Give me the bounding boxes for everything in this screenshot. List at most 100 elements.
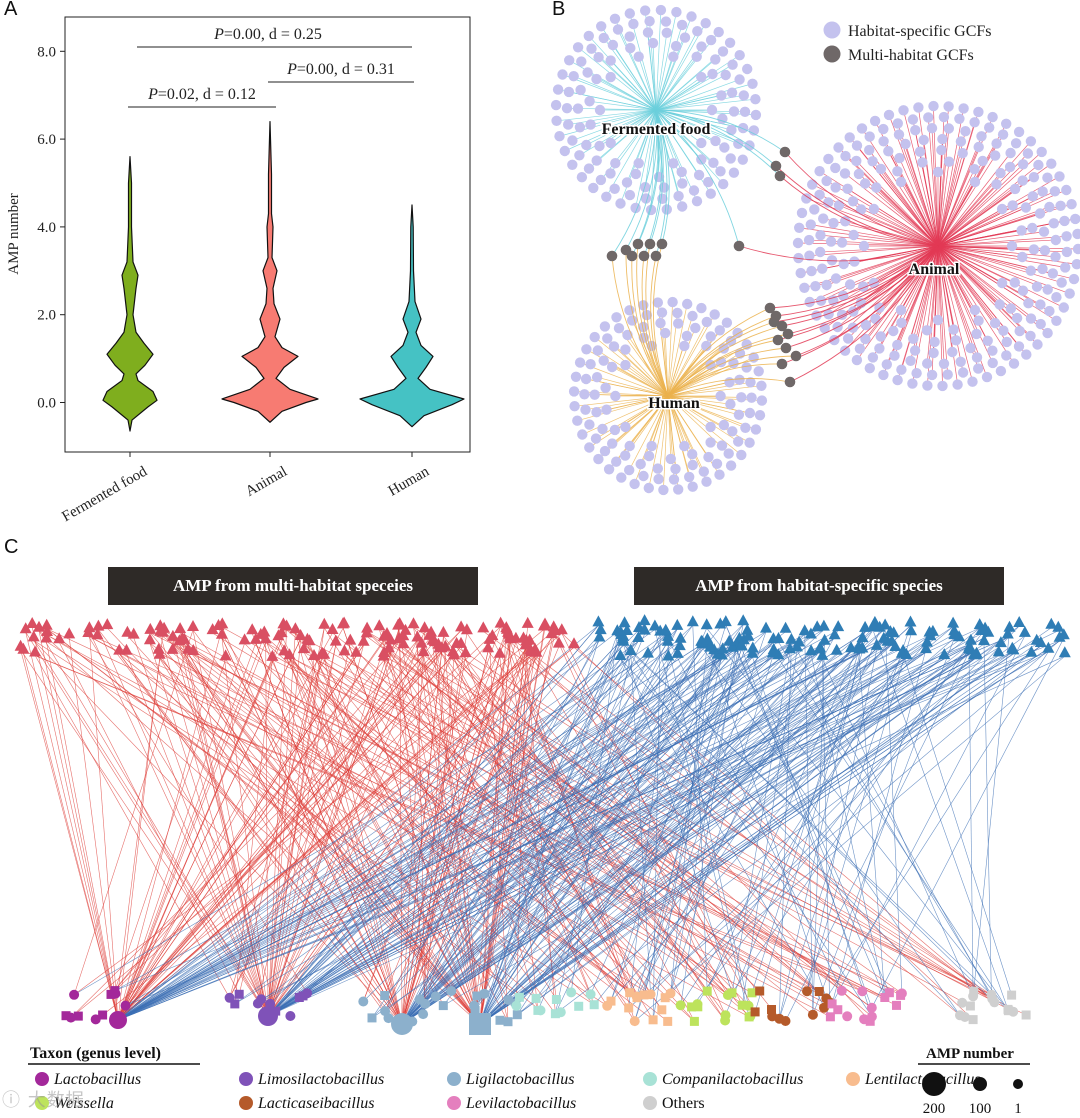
amp-node xyxy=(426,633,439,645)
gcf-node xyxy=(971,328,982,340)
edge xyxy=(556,109,657,122)
gcf-node xyxy=(598,355,609,366)
edge xyxy=(667,321,708,397)
gcf-node xyxy=(585,119,596,130)
taxon-node xyxy=(648,1015,658,1025)
bipartite-edge xyxy=(23,652,119,1021)
gcf-node xyxy=(750,424,762,435)
edge xyxy=(937,235,1067,247)
gcf-node xyxy=(1017,159,1029,170)
gcf-node xyxy=(599,445,611,457)
gcf-node xyxy=(801,193,812,204)
amp-node xyxy=(870,638,883,650)
gcf-node xyxy=(821,279,832,291)
amp-node xyxy=(378,629,390,641)
gcf-node xyxy=(701,316,712,328)
edge xyxy=(667,395,739,416)
bipartite-edge xyxy=(299,645,703,998)
gcf-node xyxy=(624,440,635,452)
gcf-node xyxy=(855,297,867,309)
gcf-node xyxy=(1059,215,1070,227)
bipartite-edge xyxy=(399,626,403,1025)
amp-node xyxy=(301,632,314,644)
gcf-node xyxy=(937,133,948,145)
gcf-node xyxy=(838,290,849,301)
amp-node xyxy=(504,632,517,644)
gcf-node xyxy=(795,267,806,279)
gcf-node xyxy=(871,182,882,193)
legend-label: Multi-habitat GCFs xyxy=(848,47,974,64)
gcf-node xyxy=(896,317,907,328)
gcf-node xyxy=(804,296,815,308)
gcf-node xyxy=(691,196,703,207)
gcf-node xyxy=(867,352,879,363)
gcf-node xyxy=(868,203,880,215)
bipartite-edge xyxy=(629,629,874,993)
gcf-node xyxy=(1070,213,1080,225)
edge xyxy=(901,245,939,323)
bipartite-edge xyxy=(117,635,265,1021)
taxon-node xyxy=(589,1000,599,1010)
amp-node xyxy=(895,646,908,658)
gcf-node xyxy=(610,158,621,169)
edge xyxy=(585,395,669,411)
bipartite-edge xyxy=(479,627,980,1025)
gcf-node xyxy=(1034,208,1046,219)
taxon-legend-swatch xyxy=(643,1072,657,1086)
amp-node xyxy=(294,629,307,640)
multi-edge xyxy=(667,347,787,397)
amp-node xyxy=(614,649,627,660)
gcf-node xyxy=(851,155,862,167)
bipartite-edge xyxy=(73,656,649,996)
amp-node xyxy=(978,634,990,646)
gcf-node xyxy=(958,103,969,114)
bipartite-edge xyxy=(110,641,400,995)
bipartite-edge xyxy=(342,627,481,1025)
edge xyxy=(655,12,677,111)
gcf-node xyxy=(943,101,954,112)
amp-node xyxy=(258,625,271,637)
gcf-node xyxy=(740,422,751,433)
gcf-node xyxy=(591,407,602,418)
multi-habitat-node xyxy=(780,342,792,354)
amp-node xyxy=(735,639,748,651)
bipartite-edge xyxy=(117,633,666,1021)
amp-node xyxy=(1013,616,1026,627)
edge xyxy=(644,109,657,188)
gcf-node xyxy=(732,327,743,339)
gcf-node xyxy=(633,158,644,169)
amp-node xyxy=(642,646,654,658)
edge xyxy=(809,245,939,303)
edge xyxy=(937,245,977,335)
bipartite-edge xyxy=(46,641,119,1021)
gcf-node xyxy=(612,24,624,35)
edge xyxy=(655,98,756,111)
bipartite-edge xyxy=(114,653,972,1021)
taxon-node xyxy=(625,988,635,998)
bipartite-edge xyxy=(884,628,903,994)
amp-node xyxy=(547,620,560,632)
gcf-node xyxy=(724,37,736,48)
taxon-node xyxy=(438,1001,448,1011)
gcf-node xyxy=(684,471,695,483)
taxon-node xyxy=(512,1010,522,1020)
bipartite-edge xyxy=(267,644,888,1017)
bipartite-edge xyxy=(401,640,863,1025)
bipartite-edge xyxy=(610,639,749,1002)
edge xyxy=(625,364,669,397)
bipartite-edge xyxy=(267,632,601,1017)
significance-label: P=0.02, d = 0.12 xyxy=(147,86,256,103)
legend-swatch xyxy=(823,45,841,63)
amp-node xyxy=(521,616,534,628)
multi-edge xyxy=(649,109,664,245)
gcf-node xyxy=(593,52,604,63)
bipartite-edge xyxy=(401,627,721,1025)
edge xyxy=(644,10,657,111)
bipartite-edge xyxy=(117,644,364,1021)
gcf-node xyxy=(624,31,635,42)
amp-node xyxy=(173,634,186,646)
edge xyxy=(937,245,1048,290)
amp-node xyxy=(494,616,507,628)
edge xyxy=(856,160,939,247)
edge xyxy=(872,161,939,247)
